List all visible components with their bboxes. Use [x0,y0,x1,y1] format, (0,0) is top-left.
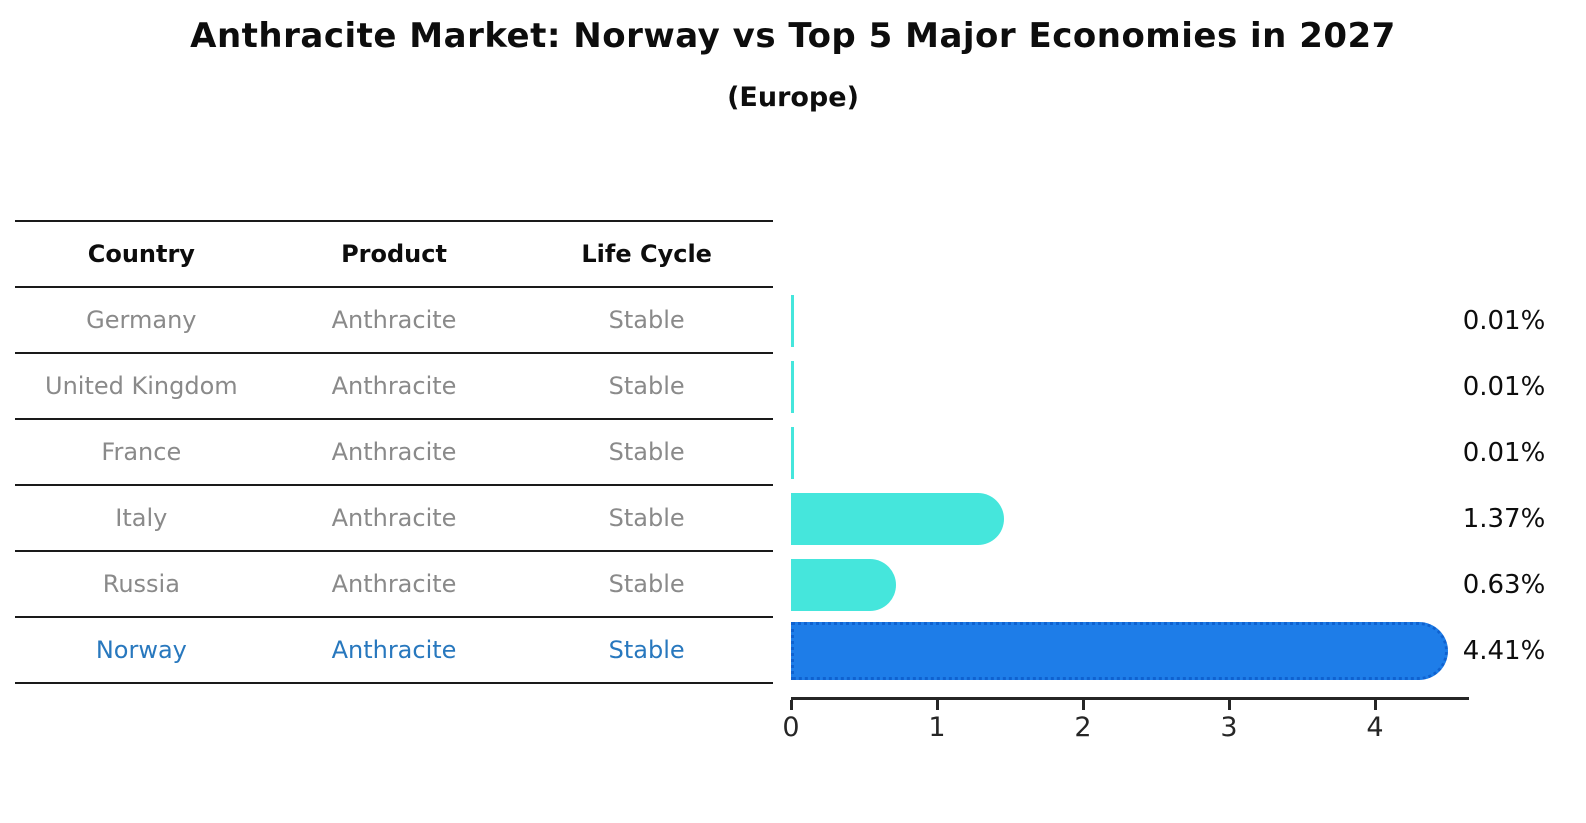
product-cell: Anthracite [331,636,457,664]
column-header-country: Country [87,240,195,268]
country-cell: Germany [86,306,197,334]
life-cycle-cell: Stable [608,372,685,400]
bar-norway [791,622,1448,680]
bar-france [791,427,794,479]
x-axis-tick [1228,700,1231,710]
x-axis-tick-label: 4 [1366,712,1384,743]
column-header-product: Product [341,240,447,268]
product-cell: Anthracite [331,372,457,400]
country-table-body: Germany Anthracite Stable United Kingdom Ant… [15,288,773,684]
country-cell: Italy [115,504,168,532]
table-row: United Kingdom Anthracite Stable [15,354,773,420]
page-subtitle: (Europe) [727,82,859,113]
life-cycle-cell: Stable [608,570,685,598]
page-title: Anthracite Market: Norway vs Top 5 Major… [190,16,1396,56]
life-cycle-cell: Stable [608,306,685,334]
product-cell: Anthracite [331,570,457,598]
country-cell: Russia [102,570,180,598]
x-axis-tick-label: 2 [1074,712,1092,743]
life-cycle-cell: Stable [608,636,685,664]
product-cell: Anthracite [331,504,457,532]
life-cycle-cell: Stable [608,504,685,532]
value-label: 0.63% [1462,570,1546,600]
bar-germany [791,295,794,347]
country-table: Country Product Life Cycle Germany Anthra… [15,220,773,684]
x-axis-tick-label: 0 [782,712,800,743]
x-axis-tick-label: 3 [1220,712,1238,743]
product-cell: Anthracite [331,306,457,334]
country-cell: France [101,438,182,466]
value-label: 0.01% [1462,438,1546,468]
table-row: Norway Anthracite Stable [15,618,773,684]
table-row: France Anthracite Stable [15,420,773,486]
x-axis-line [791,697,1469,700]
value-label: 0.01% [1462,372,1546,402]
table-row: Germany Anthracite Stable [15,288,773,354]
bar-italy [791,493,1004,545]
x-axis-tick [936,700,939,710]
x-axis-tick-label: 1 [928,712,946,743]
country-cell: Norway [95,636,187,664]
bar-united-kingdom [791,361,794,413]
x-axis-tick [1374,700,1377,710]
table-header-row: Country Product Life Cycle [15,222,773,288]
country-cell: United Kingdom [45,372,238,400]
column-header-life-cycle: Life Cycle [581,240,712,268]
x-axis-tick [1082,700,1085,710]
value-label: 4.41% [1462,636,1546,666]
bar-plot [791,288,1468,684]
bar-russia [791,559,896,611]
value-label: 1.37% [1462,504,1546,534]
product-cell: Anthracite [331,438,457,466]
life-cycle-cell: Stable [608,438,685,466]
table-row: Russia Anthracite Stable [15,552,773,618]
value-label: 0.01% [1462,306,1546,336]
x-axis-tick [790,700,793,710]
table-row: Italy Anthracite Stable [15,486,773,552]
